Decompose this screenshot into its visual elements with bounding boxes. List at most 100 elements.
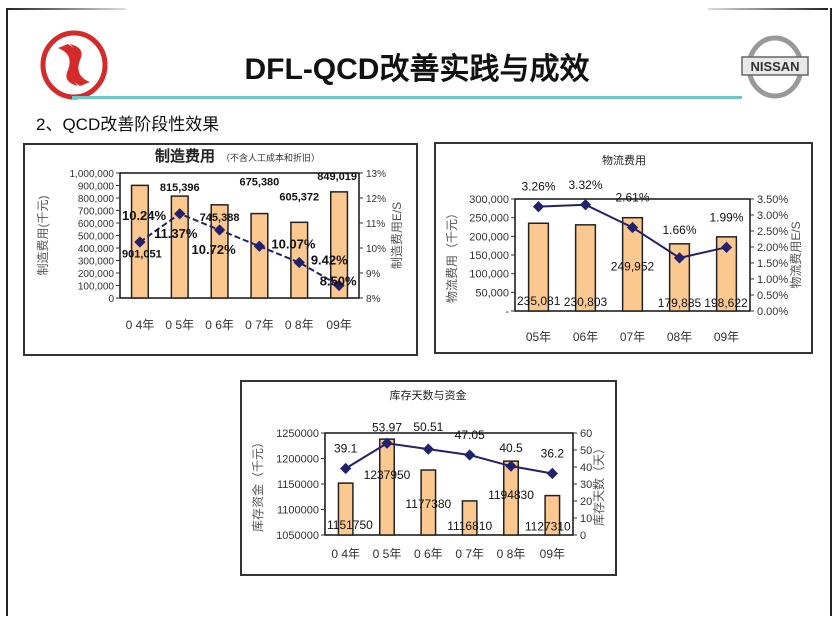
line-data-label: 3.26% bbox=[521, 180, 555, 194]
bar bbox=[574, 224, 597, 312]
x-tick-label: 08年 bbox=[667, 330, 692, 344]
bar bbox=[170, 195, 189, 299]
line-data-label: 1.66% bbox=[662, 223, 696, 237]
line-data-label: 40.5 bbox=[499, 441, 523, 455]
y2-tick-label: 2.00% bbox=[757, 242, 788, 254]
y2-axis-label: 物流费用E/S bbox=[789, 221, 803, 288]
bar-data-label: 605,372 bbox=[279, 191, 319, 203]
line-point bbox=[253, 240, 266, 252]
top-line-right bbox=[708, 8, 828, 10]
slide-frame bbox=[6, 8, 832, 616]
y-axis-label: 物流费用（千元） bbox=[445, 207, 459, 303]
x-tick-label: 09年 bbox=[714, 330, 739, 344]
nissan-logo: NISSAN bbox=[741, 35, 809, 99]
line-point bbox=[333, 279, 345, 292]
y-tick-label: 200,000 bbox=[78, 269, 115, 280]
bar-data-label: 1116810 bbox=[447, 519, 492, 533]
y-tick-label: 1250000 bbox=[276, 428, 319, 440]
line-point bbox=[340, 462, 352, 475]
top-line-left bbox=[6, 8, 126, 10]
bar bbox=[379, 438, 395, 536]
line-point bbox=[720, 241, 733, 253]
line-data-label: 10.72% bbox=[192, 242, 237, 257]
y2-tick-label: 1.00% bbox=[757, 274, 788, 286]
y2-tick-label: 0 bbox=[580, 530, 586, 542]
line-point bbox=[626, 221, 639, 234]
y-tick-label: 250,000 bbox=[469, 213, 509, 225]
bar-data-label: 1237950 bbox=[364, 468, 411, 482]
logistics-cost-chart: 物流费用 300,000 250,000 200,000 150,000 100,000 5… bbox=[445, 153, 803, 344]
title-underline bbox=[72, 96, 742, 99]
y2-tick-label: 2.50% bbox=[757, 226, 788, 238]
line-point bbox=[546, 467, 558, 480]
x-tick-label: 09年 bbox=[326, 318, 351, 332]
bar-data-label: 1151750 bbox=[327, 518, 373, 532]
y-tick-label: 500,000 bbox=[78, 232, 115, 243]
y2-tick-label: 11% bbox=[366, 219, 385, 230]
chart-panel-logistics: 物流费用 300,000 250,000 200,000 150,000 100,000 5… bbox=[434, 142, 813, 354]
line-series bbox=[139, 212, 340, 287]
x-tick-label: 05年 bbox=[526, 330, 551, 344]
x-tick-label: 0 5年 bbox=[165, 318, 194, 332]
line-data-label: 2.61% bbox=[615, 190, 649, 204]
line-data-label: 10.24% bbox=[122, 208, 167, 223]
bar-data-label: 230,803 bbox=[564, 295, 608, 309]
y2-tick-label: 0.00% bbox=[757, 306, 788, 318]
inventory-chart: 库存天数与资金125000012000001150000110000010500… bbox=[250, 388, 606, 561]
section-subtitle: 2、QCD改善阶段性效果 bbox=[36, 115, 220, 134]
bar-data-label: 1127310 bbox=[525, 520, 571, 534]
line-series bbox=[345, 442, 553, 475]
line-point bbox=[532, 201, 545, 213]
line-point bbox=[464, 449, 476, 461]
x-tick-label: 0 7年 bbox=[455, 547, 484, 561]
y-tick-label: - bbox=[505, 306, 509, 318]
y-tick-label: 900,000 bbox=[78, 182, 115, 193]
nissan-logo-text: NISSAN bbox=[750, 59, 799, 74]
y2-tick-label: 12% bbox=[366, 194, 386, 205]
line-point bbox=[134, 236, 146, 248]
line-data-label: 36.2 bbox=[541, 446, 565, 460]
x-tick-label: 0 4年 bbox=[331, 547, 360, 561]
chart-title: 库存天数与资金 bbox=[390, 388, 467, 402]
bar-data-label: 249,952 bbox=[611, 260, 655, 274]
y2-tick-label: 3.00% bbox=[757, 210, 788, 222]
chart-panel-inventory: 库存天数与资金 1250000 1200000 1150000 1100000 10500… bbox=[240, 380, 617, 576]
line-data-label: 39.1 bbox=[334, 442, 358, 456]
bar bbox=[668, 243, 691, 312]
bar bbox=[337, 482, 354, 536]
y-tick-label: 300,000 bbox=[469, 194, 509, 206]
line-data-label: 8.50% bbox=[320, 274, 357, 289]
bar bbox=[329, 191, 349, 299]
y-tick-label: 0 bbox=[108, 294, 114, 305]
chart-title: 制造费用 bbox=[155, 147, 215, 165]
line-point bbox=[422, 443, 434, 455]
chart-title: 物流费用 bbox=[602, 153, 646, 167]
y-tick-label: 1100000 bbox=[277, 505, 319, 517]
line-data-label: 9.42% bbox=[311, 253, 348, 268]
bar bbox=[210, 204, 229, 299]
bar bbox=[420, 469, 437, 536]
y2-tick-label: 10 bbox=[580, 513, 592, 525]
y-tick-label: 1150000 bbox=[277, 479, 319, 491]
bar-data-label: 1194830 bbox=[488, 488, 534, 502]
bar bbox=[544, 494, 561, 536]
y2-tick-label: 10% bbox=[366, 244, 386, 255]
x-tick-label: 0 4年 bbox=[126, 318, 155, 332]
y2-tick-label: 60 bbox=[580, 428, 592, 440]
y2-tick-label: 8% bbox=[366, 294, 381, 305]
y2-tick-label: 9% bbox=[366, 269, 381, 280]
x-tick-label: 0 6年 bbox=[205, 318, 234, 332]
bar-data-label: 745,388 bbox=[200, 212, 240, 224]
chart-title-note: （不含人工成本和折旧） bbox=[221, 152, 320, 163]
x-tick-label: 07年 bbox=[620, 330, 645, 344]
y-tick-label: 1050000 bbox=[276, 530, 319, 542]
bar bbox=[250, 212, 269, 299]
y2-tick-label: 1.50% bbox=[757, 258, 788, 270]
y2-tick-label: 20 bbox=[580, 496, 592, 508]
line-data-label: 11.37% bbox=[154, 226, 198, 241]
chart-panel-manufacturing: 制造费用 （不含人工成本和折旧） 1,000,000 900,000 800,000 70… bbox=[23, 143, 418, 356]
y-tick-label: 100,000 bbox=[78, 282, 115, 293]
y2-tick-label: 13% bbox=[366, 169, 386, 180]
line-data-label: 3.32% bbox=[568, 178, 602, 192]
